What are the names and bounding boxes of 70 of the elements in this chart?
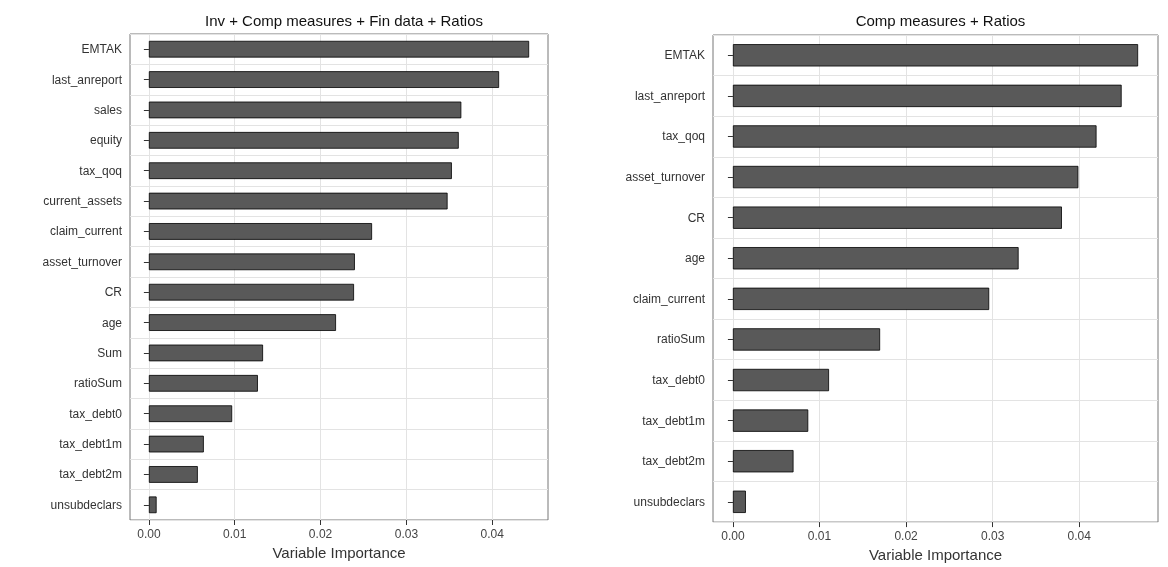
- y-tick-label: asset_turnover: [42, 254, 122, 269]
- bar: [732, 206, 1062, 229]
- chart-title: Inv + Comp measures + Fin data + Ratios: [204, 12, 484, 29]
- bar: [148, 253, 355, 271]
- x-tick-label: 0.04: [1067, 529, 1092, 544]
- bar: [732, 409, 809, 432]
- y-tick-label: EMTAK: [664, 48, 705, 63]
- y-tick-label: claim_current: [632, 291, 706, 306]
- x-tick-label: 0.03: [980, 529, 1005, 544]
- y-tick-label: last_anreport: [51, 72, 123, 87]
- bar: [148, 405, 233, 423]
- bar: [148, 162, 452, 180]
- bar: [148, 344, 264, 362]
- y-tick-label: tax_debt1m: [642, 413, 705, 428]
- bar: [148, 496, 157, 514]
- bar: [148, 283, 355, 301]
- y-tick-label: CR: [687, 210, 706, 225]
- bar: [148, 466, 198, 483]
- bar: [148, 71, 500, 88]
- x-tick-label: 0.01: [223, 527, 247, 541]
- bar: [148, 435, 204, 453]
- y-tick-label: tax_qoq: [79, 163, 122, 178]
- bar: [732, 328, 881, 351]
- y-tick-label: asset_turnover: [625, 170, 705, 185]
- y-tick-label: tax_debt2m: [59, 467, 122, 482]
- bar: [732, 450, 794, 473]
- x-tick-label: 0.01: [807, 529, 832, 544]
- y-tick-label: tax_debt2m: [642, 454, 705, 469]
- x-tick-label: 0.03: [394, 527, 419, 541]
- bar: [732, 490, 746, 513]
- y-tick-label: EMTAK: [81, 42, 122, 57]
- y-tick-label: ratioSum: [73, 376, 122, 391]
- bar: [732, 368, 830, 392]
- x-tick-label: 0.00: [137, 527, 161, 541]
- y-tick-label: tax_debt1m: [59, 437, 122, 452]
- y-tick-label: sales: [93, 102, 122, 117]
- bar: [732, 84, 1122, 108]
- bar: [732, 125, 1097, 148]
- y-tick-label: Sum: [97, 345, 122, 360]
- y-tick-label: tax_debt0: [69, 406, 123, 421]
- bar: [148, 374, 258, 392]
- y-tick-label: age: [101, 315, 123, 330]
- bar: [732, 44, 1139, 67]
- bar: [148, 40, 530, 58]
- x-tick-label: 0.04: [480, 527, 505, 541]
- bar: [732, 165, 1079, 189]
- bar: [148, 223, 373, 240]
- bar: [148, 101, 462, 119]
- y-tick-label: unsubdeclars: [50, 497, 122, 512]
- y-tick-label: equity: [89, 133, 122, 148]
- y-tick-label: tax_qoq: [662, 129, 705, 144]
- y-tick-label: last_anreport: [634, 88, 706, 103]
- y-tick-label: age: [684, 251, 706, 266]
- y-tick-label: unsubdeclars: [633, 494, 705, 509]
- y-tick-label: claim_current: [49, 224, 123, 239]
- y-tick-label: CR: [104, 285, 123, 300]
- x-tick-label: 0.00: [721, 529, 745, 544]
- bar: [732, 247, 1019, 270]
- x-axis-title: Variable Importance: [868, 546, 1003, 563]
- bar: [148, 314, 336, 331]
- bar: [148, 131, 459, 149]
- x-tick-label: 0.02: [308, 527, 333, 541]
- x-axis-title: Variable Importance: [272, 543, 406, 561]
- chart-title: Comp measures + Ratios: [855, 12, 1026, 29]
- y-tick-label: ratioSum: [656, 332, 705, 347]
- y-tick-label: tax_debt0: [652, 373, 706, 388]
- bar: [732, 287, 990, 311]
- y-tick-label: current_assets: [43, 194, 122, 209]
- x-tick-label: 0.02: [894, 529, 919, 544]
- bar: [148, 192, 448, 210]
